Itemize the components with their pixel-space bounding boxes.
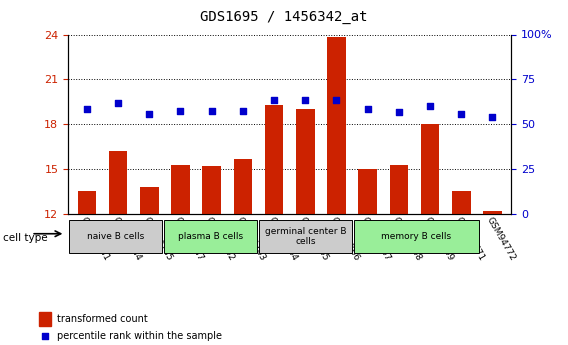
Point [428, 239, 437, 244]
Bar [483, 211, 502, 214]
Point [176, 108, 185, 114]
Point [425, 104, 435, 109]
Text: cell type: cell type [3, 233, 48, 243]
Point [332, 98, 341, 103]
Point [145, 111, 154, 117]
Point [300, 98, 310, 103]
Bar [233, 159, 252, 214]
Text: naive B cells: naive B cells [87, 232, 144, 241]
FancyBboxPatch shape [354, 220, 479, 253]
Text: percentile rank within the sample: percentile rank within the sample [57, 331, 222, 341]
Point [239, 108, 248, 114]
Point [488, 114, 497, 119]
Bar [452, 191, 471, 214]
Bar [390, 165, 408, 214]
Point [114, 100, 123, 106]
Bar [202, 166, 221, 214]
Bar [296, 109, 315, 214]
Point [363, 107, 372, 112]
Bar [171, 165, 190, 214]
Bar [421, 124, 440, 214]
Point [270, 98, 279, 103]
Point [207, 108, 216, 114]
Bar [39, 312, 52, 326]
FancyBboxPatch shape [69, 220, 162, 253]
Text: plasma B cells: plasma B cells [178, 232, 243, 241]
Text: transformed count: transformed count [57, 314, 147, 324]
Bar [265, 105, 283, 214]
Point [457, 111, 466, 117]
Bar [358, 169, 377, 214]
Text: germinal center B
cells: germinal center B cells [265, 227, 346, 246]
Bar [140, 187, 158, 214]
Point [82, 107, 91, 112]
Text: GDS1695 / 1456342_at: GDS1695 / 1456342_at [201, 10, 367, 24]
Text: memory B cells: memory B cells [381, 232, 452, 241]
Bar [77, 191, 96, 214]
FancyBboxPatch shape [258, 220, 352, 253]
Point [394, 109, 403, 115]
Bar [327, 38, 346, 214]
FancyBboxPatch shape [164, 220, 257, 253]
Bar [108, 151, 127, 214]
